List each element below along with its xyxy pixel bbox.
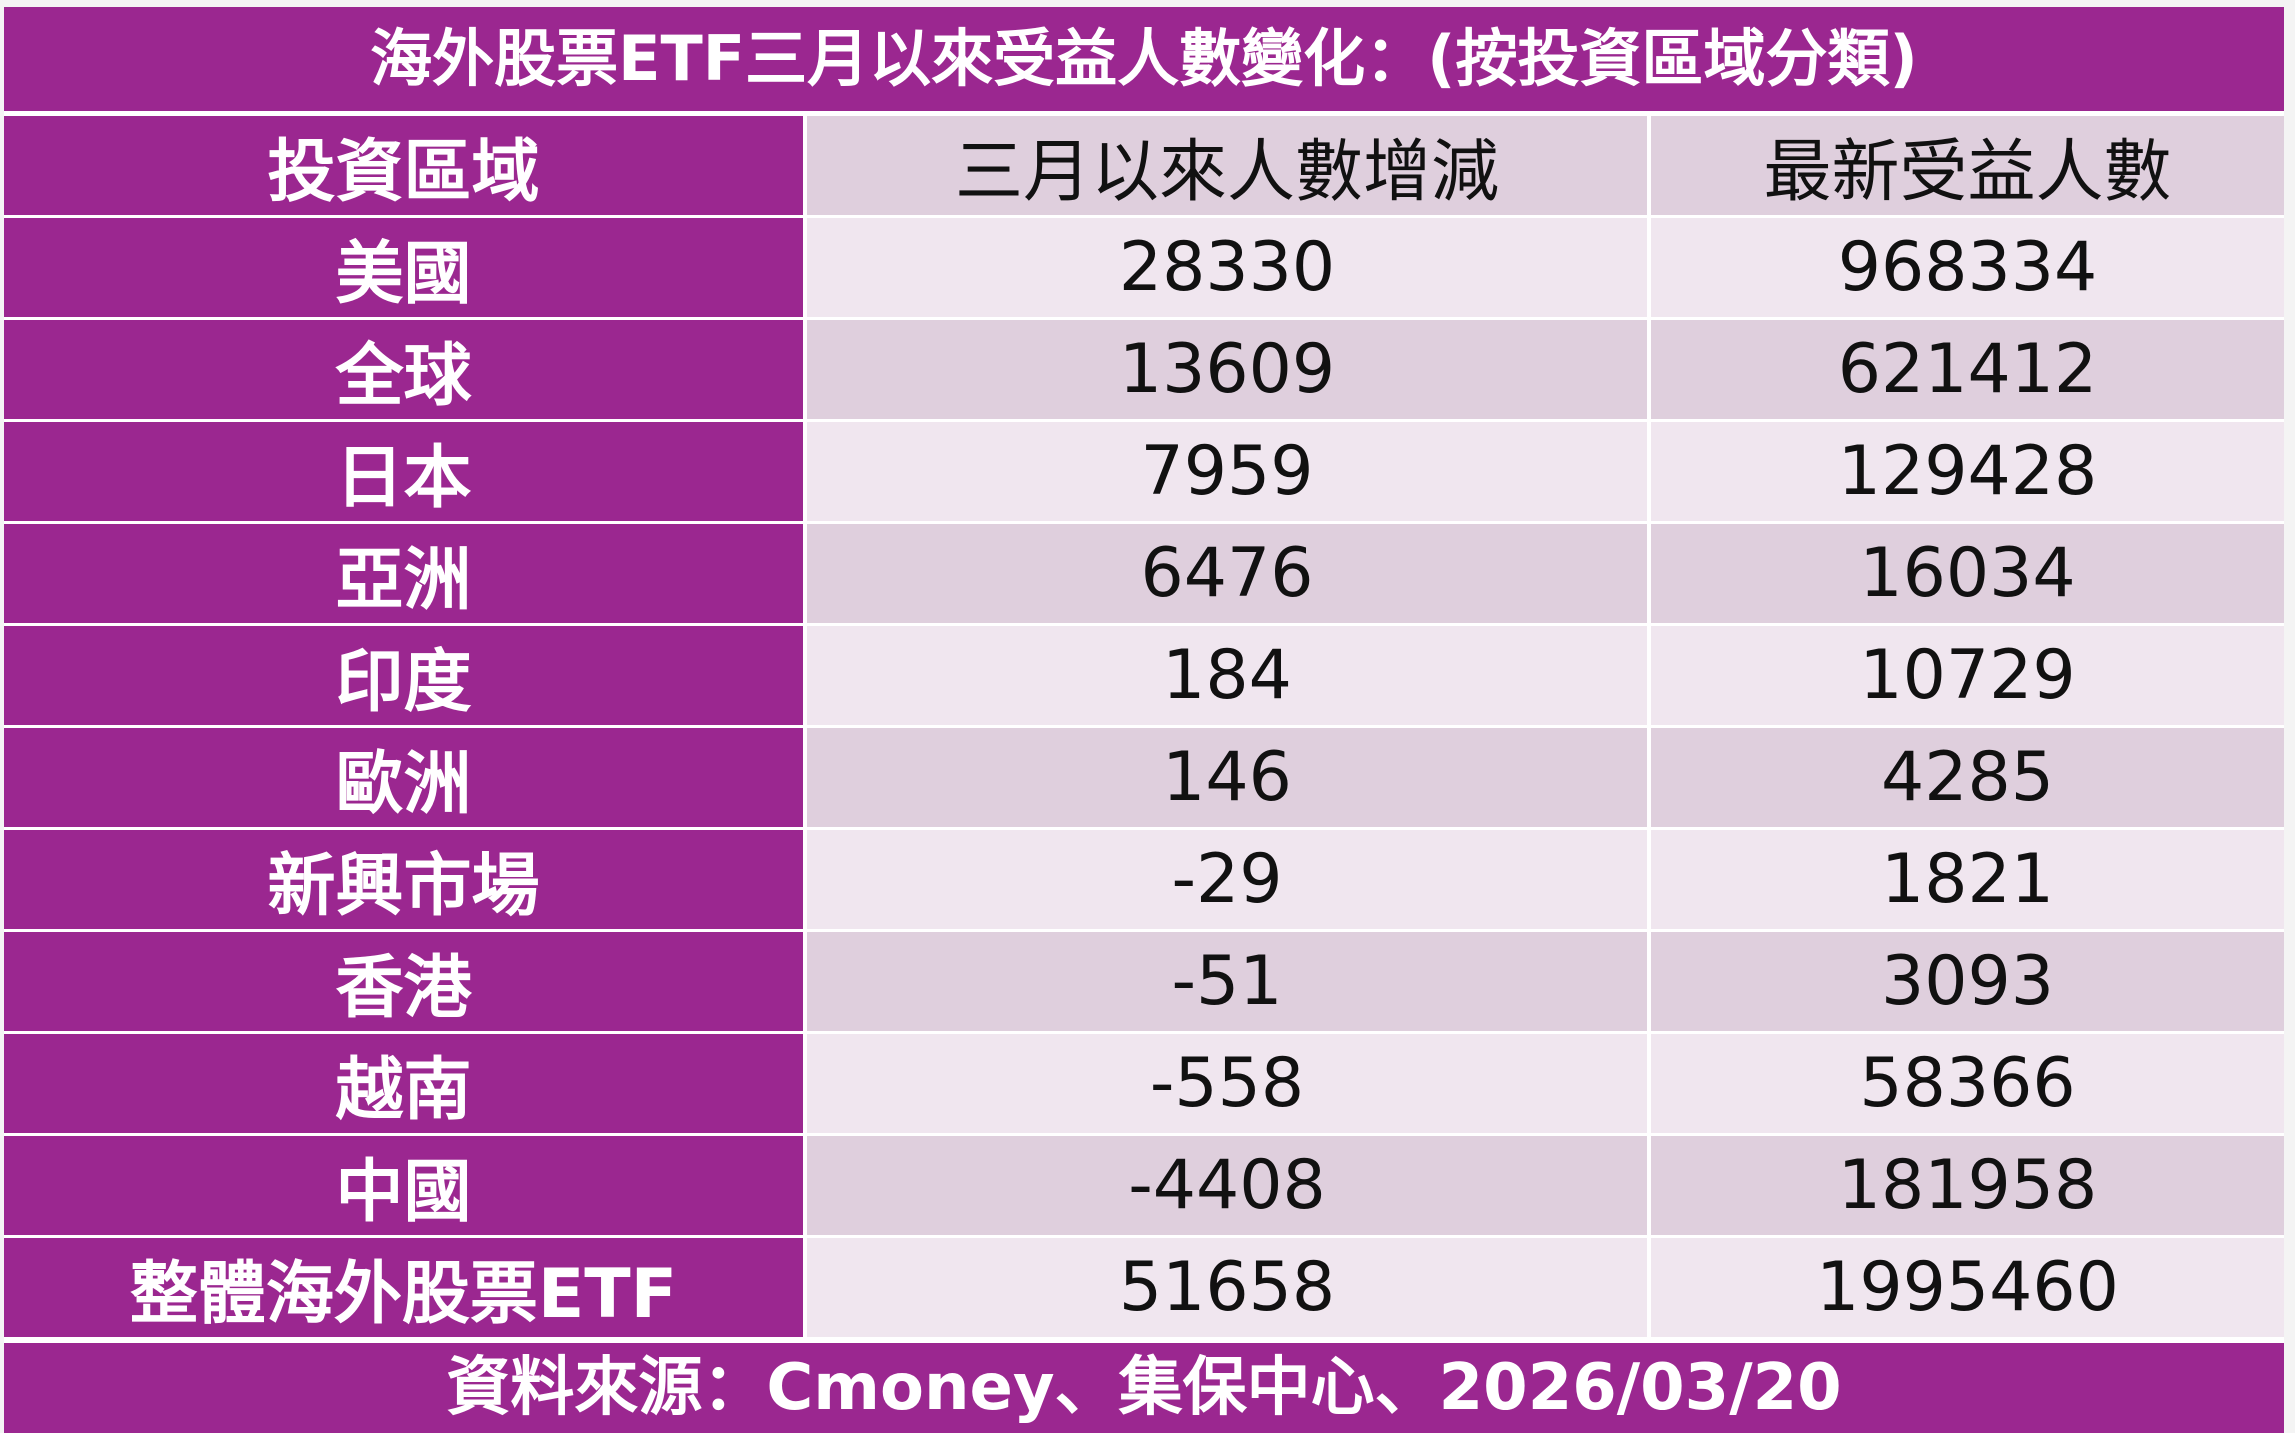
table: 投資區域 三月以來人數增減 最新受益人數 美國 28330 968334 全球 13609 62… bbox=[4, 113, 2284, 1340]
value-cell: 58366 bbox=[1651, 1034, 2284, 1133]
region-cell: 新興市場 bbox=[4, 830, 807, 929]
region-cell: 香港 bbox=[4, 932, 807, 1031]
table-card: 海外股票ETF三月以來受益人數變化：(按投資區域分類) 投資區域 三月以來人數增減… bbox=[4, 7, 2284, 1433]
region-cell: 越南 bbox=[4, 1034, 807, 1133]
value-cell: -51 bbox=[807, 932, 1651, 1031]
value-cell: 3093 bbox=[1651, 932, 2284, 1031]
value-cell: 621412 bbox=[1651, 320, 2284, 419]
data-row: 日本 7959 129428 bbox=[4, 422, 2284, 521]
value-cell: 10729 bbox=[1651, 626, 2284, 725]
value-cell: 7959 bbox=[807, 422, 1651, 521]
source: 資料來源：Cmoney、集保中心、2026/03/20 bbox=[4, 1343, 2284, 1433]
region-cell: 印度 bbox=[4, 626, 807, 725]
value-cell: 28330 bbox=[807, 218, 1651, 317]
value-cell: 181958 bbox=[1651, 1136, 2284, 1235]
page: 海外股票ETF三月以來受益人數變化：(按投資區域分類) 投資區域 三月以來人數增減… bbox=[4, 7, 2284, 1433]
region-cell: 美國 bbox=[4, 218, 807, 317]
region-cell: 投資區域 bbox=[4, 116, 807, 215]
value-cell: -4408 bbox=[807, 1136, 1651, 1235]
value-cell: -29 bbox=[807, 830, 1651, 929]
value-cell: 6476 bbox=[807, 524, 1651, 623]
value-cell: 三月以來人數增減 bbox=[807, 116, 1651, 215]
value-cell: 1995460 bbox=[1651, 1238, 2284, 1337]
value-cell: 1821 bbox=[1651, 830, 2284, 929]
value-cell: 129428 bbox=[1651, 422, 2284, 521]
header-row: 投資區域 三月以來人數增減 最新受益人數 bbox=[4, 116, 2284, 215]
value-cell: 最新受益人數 bbox=[1651, 116, 2284, 215]
value-cell: 16034 bbox=[1651, 524, 2284, 623]
table-body: 投資區域 三月以來人數增減 最新受益人數 美國 28330 968334 全球 13609 62… bbox=[4, 116, 2284, 1337]
region-cell: 全球 bbox=[4, 320, 807, 419]
value-cell: -558 bbox=[807, 1034, 1651, 1133]
data-row: 歐洲 146 4285 bbox=[4, 728, 2284, 827]
data-row: 整體海外股票ETF 51658 1995460 bbox=[4, 1238, 2284, 1337]
region-cell: 中國 bbox=[4, 1136, 807, 1235]
value-cell: 968334 bbox=[1651, 218, 2284, 317]
data-row: 新興市場 -29 1821 bbox=[4, 830, 2284, 929]
region-cell: 日本 bbox=[4, 422, 807, 521]
data-row: 香港 -51 3093 bbox=[4, 932, 2284, 1031]
data-row: 印度 184 10729 bbox=[4, 626, 2284, 725]
data-row: 亞洲 6476 16034 bbox=[4, 524, 2284, 623]
value-cell: 146 bbox=[807, 728, 1651, 827]
value-cell: 184 bbox=[807, 626, 1651, 725]
region-cell: 整體海外股票ETF bbox=[4, 1238, 807, 1337]
value-cell: 13609 bbox=[807, 320, 1651, 419]
data-row: 全球 13609 621412 bbox=[4, 320, 2284, 419]
data-row: 美國 28330 968334 bbox=[4, 218, 2284, 317]
region-cell: 亞洲 bbox=[4, 524, 807, 623]
value-cell: 51658 bbox=[807, 1238, 1651, 1337]
value-cell: 4285 bbox=[1651, 728, 2284, 827]
region-cell: 歐洲 bbox=[4, 728, 807, 827]
data-row: 越南 -558 58366 bbox=[4, 1034, 2284, 1133]
data-row: 中國 -4408 181958 bbox=[4, 1136, 2284, 1235]
title: 海外股票ETF三月以來受益人數變化：(按投資區域分類) bbox=[4, 7, 2284, 111]
